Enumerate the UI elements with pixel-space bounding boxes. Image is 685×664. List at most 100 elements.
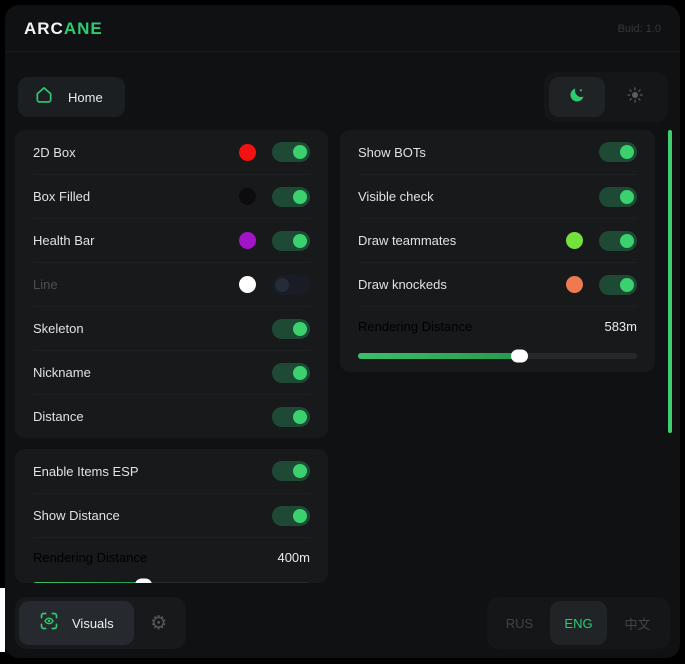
header: ARCANE Buid: 1.0	[5, 7, 680, 52]
language-switcher: RUS ENG 中文	[487, 597, 670, 649]
setting-row-line: Line	[33, 262, 310, 306]
build-version: Buid: 1.0	[617, 23, 661, 35]
language-label: RUS	[505, 615, 534, 631]
slider-value: 583m	[604, 319, 637, 334]
toggle[interactable]	[599, 186, 637, 207]
toggle[interactable]	[272, 461, 310, 481]
setting-label: Draw knockeds	[358, 277, 447, 292]
setting-label: Line	[33, 277, 58, 292]
language-button-zh[interactable]: 中文	[609, 601, 666, 645]
home-label: Home	[68, 89, 103, 105]
toggle[interactable]	[272, 186, 310, 207]
slider-value: 400m	[277, 550, 310, 565]
toggle-knob	[620, 233, 634, 248]
toggle[interactable]	[599, 142, 637, 162]
setting-label: Show Distance	[33, 508, 120, 523]
visuals-label: Visuals	[72, 615, 114, 631]
toggle[interactable]	[272, 318, 310, 339]
setting-label: Enable Items ESP	[33, 463, 139, 479]
toggle-knob	[293, 189, 307, 204]
rendering-distance-slider-track[interactable]	[358, 349, 637, 363]
slider-fill	[33, 578, 152, 583]
setting-label: Distance	[33, 409, 84, 424]
slider-label: Rendering Distance	[358, 319, 473, 334]
setting-row-box-filled: Box Filled	[33, 174, 310, 218]
toggle[interactable]	[272, 406, 310, 427]
logo-part-1: ARC	[24, 19, 64, 38]
visuals-eye-scan-icon	[39, 611, 59, 636]
setting-label: Box Filled	[33, 189, 91, 204]
toggle-knob	[293, 365, 307, 380]
toggle-knob	[293, 233, 307, 248]
slider-fill	[358, 349, 528, 363]
slider-label: Rendering Distance	[33, 550, 148, 565]
light-mode-button[interactable]	[607, 77, 663, 117]
color-swatch[interactable]	[566, 232, 583, 249]
slider-handle[interactable]	[134, 578, 152, 583]
gear-icon: ⚙	[150, 612, 168, 634]
footer: Visuals ⚙ RUS ENG 中文	[15, 597, 670, 649]
setting-row-show-bots: Show BOTs	[358, 130, 637, 174]
visuals-tab[interactable]: Visuals	[19, 601, 134, 645]
toggle[interactable]	[599, 274, 637, 295]
scrollbar[interactable]	[668, 130, 672, 433]
color-swatch[interactable]	[239, 188, 256, 205]
toggle-knob	[620, 189, 634, 204]
dark-mode-button[interactable]	[549, 77, 605, 117]
home-button[interactable]: Home	[18, 77, 125, 117]
setting-row-skeleton: Skeleton	[33, 306, 310, 350]
color-swatch[interactable]	[239, 276, 256, 293]
app-window: ARCANE Buid: 1.0 Home 2D Box Box Filled	[5, 5, 680, 658]
esp-settings-panel: 2D Box Box Filled Health Bar Line Skelet…	[15, 130, 328, 438]
toggle[interactable]	[272, 230, 310, 251]
sun-icon	[626, 86, 644, 109]
rendering-distance-row: Rendering Distance 400m	[33, 537, 310, 577]
toggle[interactable]	[272, 505, 310, 526]
setting-row-2d-box: 2D Box	[33, 130, 310, 174]
setting-row-distance: Distance	[33, 394, 310, 438]
rendering-distance-row: Rendering Distance 583m	[358, 306, 637, 346]
toggle-knob	[275, 277, 289, 292]
setting-label: Nickname	[33, 365, 91, 380]
toggle-knob	[293, 409, 307, 424]
logo-part-2: ANE	[63, 19, 103, 38]
background-window-sliver	[0, 588, 5, 652]
settings-tab[interactable]: ⚙	[136, 601, 182, 645]
toggle[interactable]	[272, 362, 310, 383]
toggle-knob	[293, 321, 307, 336]
slider-handle[interactable]	[510, 349, 528, 363]
setting-row-nickname: Nickname	[33, 350, 310, 394]
rendering-distance-slider-track[interactable]	[33, 578, 310, 583]
theme-switcher	[544, 72, 668, 122]
toggle[interactable]	[272, 274, 310, 295]
language-label: ENG	[564, 615, 593, 631]
moon-icon	[568, 86, 586, 109]
setting-row-show-distance: Show Distance	[33, 493, 310, 537]
language-button-rus[interactable]: RUS	[491, 601, 548, 645]
setting-label: 2D Box	[33, 144, 76, 160]
toggle-knob	[293, 508, 307, 523]
toggle-knob	[620, 145, 634, 159]
setting-label: Health Bar	[33, 233, 95, 248]
toggle[interactable]	[599, 230, 637, 251]
setting-row-draw-teammates: Draw teammates	[358, 218, 637, 262]
setting-row-enable-items-esp: Enable Items ESP	[33, 449, 310, 493]
toggle-knob	[620, 277, 634, 292]
color-swatch[interactable]	[566, 276, 583, 293]
language-button-eng[interactable]: ENG	[550, 601, 607, 645]
language-label: 中文	[624, 616, 651, 632]
home-icon	[34, 85, 54, 110]
setting-row-visible-check: Visible check	[358, 174, 637, 218]
setting-label: Show BOTs	[358, 144, 426, 160]
toggle[interactable]	[272, 142, 310, 162]
app-logo: ARCANE	[24, 19, 103, 39]
toggle-knob	[293, 464, 307, 478]
setting-label: Skeleton	[33, 321, 84, 336]
setting-row-health-bar: Health Bar	[33, 218, 310, 262]
setting-label: Draw teammates	[358, 233, 457, 248]
color-swatch[interactable]	[239, 232, 256, 249]
color-swatch[interactable]	[239, 143, 256, 161]
setting-row-draw-knockeds: Draw knockeds	[358, 262, 637, 306]
items-esp-panel: Enable Items ESP Show Distance Rendering…	[15, 449, 328, 583]
category-nav: Visuals ⚙	[15, 597, 186, 649]
